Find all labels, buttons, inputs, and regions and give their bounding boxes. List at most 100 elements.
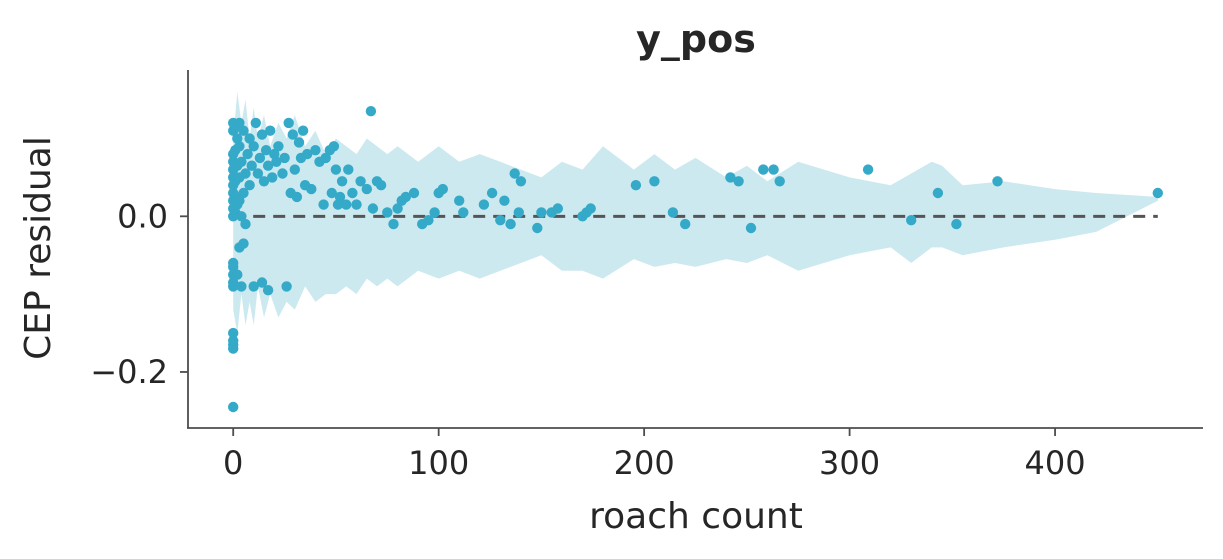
- data-point: [680, 218, 691, 230]
- data-point: [351, 199, 362, 210]
- data-point: [234, 141, 245, 152]
- confidence-band: [233, 91, 1158, 334]
- data-point: [361, 183, 372, 195]
- data-point: [248, 141, 259, 152]
- data-point: [256, 129, 268, 140]
- data-point: [228, 277, 239, 288]
- data-point: [478, 199, 490, 210]
- data-point: [244, 180, 255, 191]
- data-points-layer: [228, 106, 1164, 413]
- data-point: [287, 129, 298, 140]
- data-point: [536, 207, 547, 218]
- data-point: [745, 222, 757, 234]
- data-point: [347, 187, 358, 199]
- data-point: [302, 148, 313, 160]
- data-point: [283, 117, 294, 129]
- x-tick-label: 100: [408, 444, 469, 482]
- data-point: [429, 207, 440, 218]
- data-point: [552, 203, 563, 214]
- data-point: [279, 152, 290, 164]
- data-point: [240, 168, 251, 179]
- data-point: [454, 195, 465, 206]
- data-point: [336, 176, 348, 187]
- data-point: [423, 215, 434, 226]
- confidence-band-layer: [233, 91, 1158, 334]
- data-point: [437, 183, 448, 195]
- data-point: [862, 164, 874, 175]
- data-point: [768, 164, 779, 175]
- data-point: [365, 106, 377, 117]
- data-point: [271, 156, 282, 167]
- data-point: [326, 187, 337, 199]
- x-tick-label: 400: [1025, 444, 1086, 482]
- data-point: [318, 199, 329, 210]
- data-point: [238, 238, 249, 249]
- data-point: [388, 218, 399, 230]
- data-point: [267, 172, 278, 183]
- data-point: [532, 222, 543, 234]
- data-point: [906, 215, 917, 226]
- data-point: [667, 207, 679, 218]
- data-point: [277, 168, 288, 179]
- data-point: [262, 285, 274, 296]
- x-tick-label: 200: [614, 444, 675, 482]
- chart-title: y_pos: [636, 17, 756, 61]
- x-tick-label: 0: [223, 444, 243, 482]
- data-point: [334, 191, 346, 203]
- data-point: [262, 160, 274, 171]
- data-point: [232, 133, 243, 144]
- data-point: [382, 207, 393, 218]
- data-point: [515, 176, 527, 187]
- data-point: [505, 218, 516, 230]
- data-point: [328, 141, 340, 152]
- data-point: [228, 257, 239, 269]
- x-axis-label: roach count: [589, 496, 803, 537]
- data-point: [499, 195, 510, 206]
- y-axis-ticks: −0.2 0.0: [90, 197, 188, 391]
- data-point: [258, 176, 270, 187]
- y-axis-label: CEP residual: [18, 136, 59, 360]
- data-point: [400, 191, 411, 203]
- data-point: [375, 180, 387, 191]
- data-point: [234, 195, 245, 206]
- data-point: [495, 215, 506, 226]
- data-point: [992, 176, 1003, 187]
- data-point: [585, 203, 596, 214]
- data-point: [320, 152, 331, 164]
- data-point: [392, 203, 403, 214]
- data-point: [733, 176, 744, 187]
- data-point: [256, 277, 268, 288]
- data-point: [234, 117, 245, 129]
- data-point: [273, 141, 284, 152]
- data-point: [486, 187, 498, 199]
- data-point: [238, 187, 249, 199]
- data-point: [1152, 187, 1164, 199]
- data-point: [306, 183, 317, 195]
- data-point: [649, 176, 660, 187]
- data-point: [236, 156, 247, 167]
- data-point: [236, 211, 247, 222]
- data-point: [244, 133, 255, 144]
- data-point: [236, 281, 247, 292]
- data-point: [513, 207, 524, 218]
- data-point: [281, 281, 292, 292]
- data-point: [291, 191, 303, 203]
- data-point: [355, 176, 366, 187]
- data-point: [330, 164, 342, 175]
- data-point: [265, 125, 276, 136]
- data-point: [310, 145, 321, 156]
- data-point: [630, 180, 642, 191]
- data-point: [289, 164, 300, 175]
- data-point: [228, 335, 239, 346]
- data-point: [252, 168, 264, 179]
- data-point: [458, 207, 469, 218]
- data-point: [293, 137, 305, 148]
- data-point: [725, 172, 736, 183]
- data-point: [932, 187, 944, 199]
- data-point: [232, 269, 243, 280]
- data-point: [341, 199, 352, 210]
- data-point: [343, 164, 354, 175]
- data-point: [774, 176, 785, 187]
- data-point: [228, 327, 239, 339]
